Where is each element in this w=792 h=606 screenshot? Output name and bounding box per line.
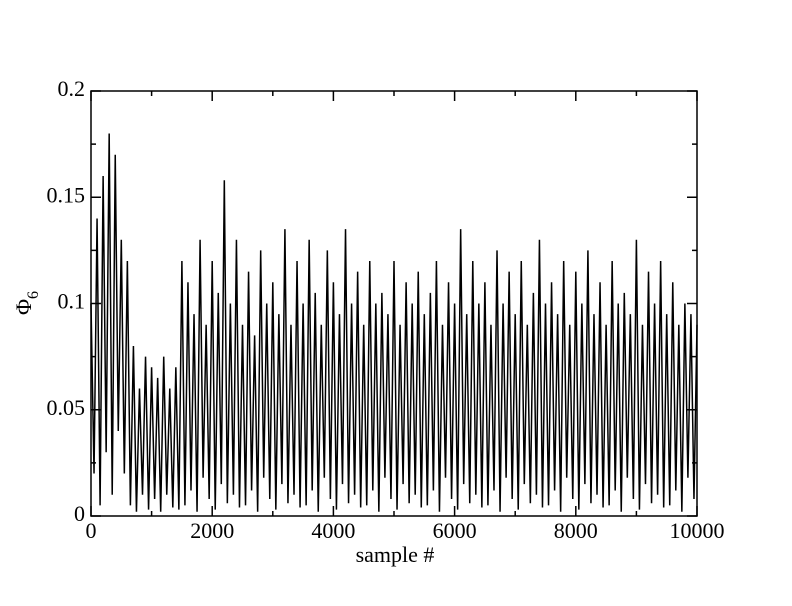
y-tick-label: 0.05 [47, 395, 86, 420]
y-tick-label: 0 [74, 501, 85, 526]
data-line [90, 133, 698, 512]
x-tick-label: 8000 [554, 518, 598, 543]
x-tick-label: 10000 [670, 518, 725, 543]
x-axis-label: sample # [356, 542, 435, 567]
y-axis-subscript: 6 [25, 291, 42, 299]
y-axis-label: Φ6 [11, 291, 42, 315]
x-tick-label: 0 [86, 518, 97, 543]
x-tick-label: 2000 [190, 518, 234, 543]
y-axis-symbol: Φ [11, 299, 36, 315]
x-tick-label: 6000 [433, 518, 477, 543]
x-tick-label: 4000 [311, 518, 355, 543]
y-tick-label: 0.15 [47, 182, 86, 207]
y-tick-label: 0.2 [58, 76, 86, 101]
y-tick-label: 0.1 [58, 289, 86, 314]
